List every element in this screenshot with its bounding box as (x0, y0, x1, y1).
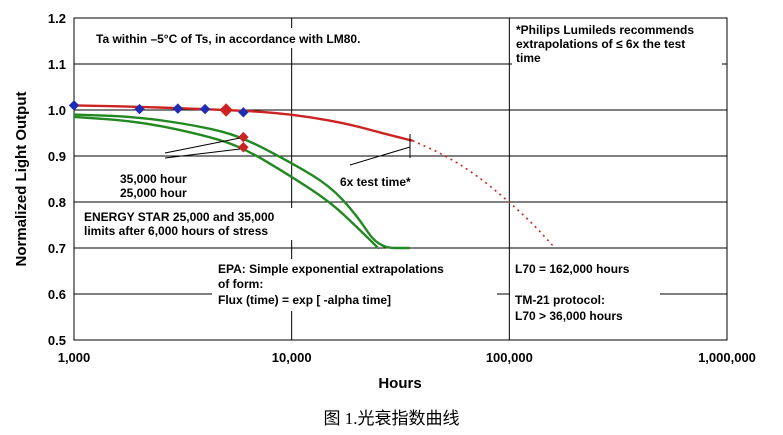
x-tick-label: 10,000 (272, 350, 312, 365)
annotation-energy-star-2: limits after 6,000 hours of stress (84, 224, 268, 238)
series-line (73, 104, 414, 142)
annotation-bg-philips (512, 20, 722, 66)
annotation-tm21-2: L70 > 36,000 hours (515, 309, 623, 323)
annotation-25k-hour: 25,000 hour (120, 186, 187, 200)
series-line (73, 115, 380, 250)
annotation-ta: Ta within –5°C of Ts, in accordance with… (96, 32, 360, 46)
x-tick-label: 100,000 (486, 350, 533, 365)
series-lines (73, 104, 556, 250)
annotation-bg-energy-star (80, 208, 295, 240)
y-tick-label: 0.7 (48, 241, 66, 256)
y-tick-label: 1.0 (48, 103, 66, 118)
blue-data-marker (199, 103, 211, 115)
pointer-test-time (349, 146, 411, 166)
annotation-bg-l70 (510, 259, 660, 277)
annotation-epa-2: of form: (218, 277, 263, 291)
x-tick-label: 1,000 (58, 350, 91, 365)
x-tick-labels: 1,000 10,000 100,000 1,000,000 (58, 350, 756, 365)
annotation-bg-ta (92, 28, 392, 48)
annotation-philips-3: time (516, 51, 541, 65)
y-tick-labels: 0.5 0.6 0.7 0.8 0.9 1.0 1.1 1.2 (48, 11, 66, 348)
y-tick-label: 0.6 (48, 287, 66, 302)
red-data-marker (238, 131, 249, 143)
pointer-25k (164, 148, 241, 159)
annotation-epa-1: EPA: Simple exponential extrapolations (218, 262, 444, 276)
x-axis-label: Hours (378, 375, 421, 392)
series-line (73, 113, 411, 250)
red-data-marker (219, 103, 233, 117)
blue-data-marker (134, 103, 145, 115)
annotation-philips-1: *Philips Lumileds recommends (516, 23, 694, 37)
annotation-energy-star-1: ENERGY STAR 25,000 and 35,000 (84, 210, 275, 224)
extrapolation-dotted-line (412, 140, 556, 249)
pointer-35k (164, 137, 241, 154)
data-markers (68, 100, 249, 153)
annotation-bg-tm21 (510, 291, 660, 324)
annotation-bg-epa (212, 259, 497, 311)
blue-data-marker (238, 107, 249, 118)
plot-frame (73, 17, 728, 341)
blue-data-marker (68, 100, 80, 111)
y-tick-label: 0.9 (48, 149, 66, 164)
red-data-marker (238, 142, 249, 153)
annotation-epa-3: Flux (time) = exp [ -alpha time] (218, 293, 391, 307)
y-tick-label: 1.2 (48, 11, 66, 26)
pointer-lines (164, 134, 411, 166)
annotation-tm21-1: TM-21 protocol: (515, 293, 605, 307)
blue-data-marker (172, 103, 184, 114)
annotation-l70: L70 = 162,000 hours (515, 262, 630, 276)
figure-caption: 图 1.光衰指数曲线 (323, 409, 460, 428)
y-tick-label: 1.1 (48, 57, 66, 72)
x-tick-label: 1,000,000 (698, 350, 756, 365)
y-tick-label: 0.5 (48, 333, 66, 348)
y-tick-label: 0.8 (48, 195, 66, 210)
annotation-test-time: 6x test time* (340, 175, 411, 189)
y-axis-label: Normalized Light Output (13, 92, 30, 267)
annotation-35k-hour: 35,000 hour (120, 172, 187, 186)
annotation-philips-2: extrapolations of ≤ 6x the test (516, 37, 685, 51)
